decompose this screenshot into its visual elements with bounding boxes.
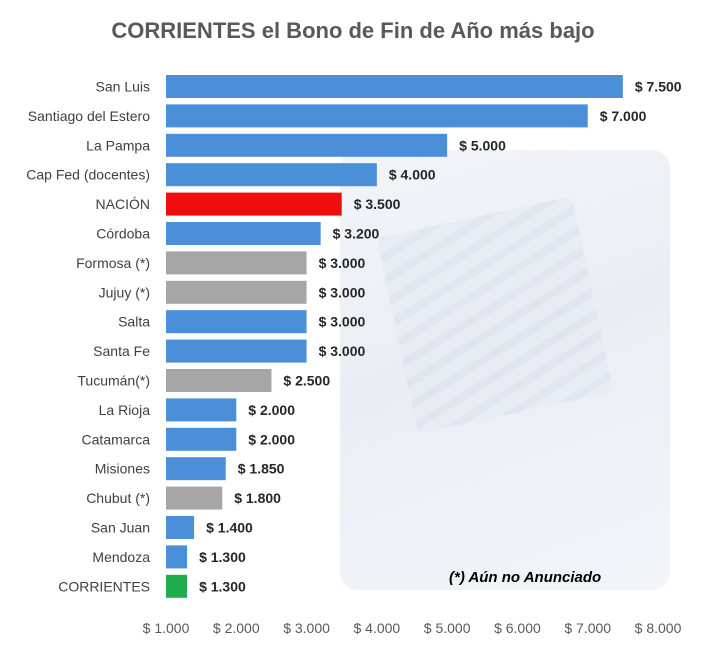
bar bbox=[166, 457, 226, 481]
x-tick-label: $ 5.000 bbox=[424, 620, 471, 636]
bar bbox=[166, 339, 307, 363]
bar bbox=[166, 516, 195, 539]
category-label: CORRIENTES bbox=[58, 578, 150, 594]
bar bbox=[166, 486, 223, 510]
x-tick-label: $ 8.000 bbox=[635, 620, 682, 636]
value-label: $ 1.800 bbox=[234, 490, 281, 506]
x-tick-label: $ 7.000 bbox=[564, 620, 611, 636]
value-label: $ 3.500 bbox=[354, 196, 401, 212]
value-label: $ 2.000 bbox=[248, 431, 295, 447]
bar bbox=[166, 104, 588, 128]
bar bbox=[166, 251, 307, 275]
category-label: Misiones bbox=[95, 461, 150, 477]
category-label: Santa Fe bbox=[93, 343, 150, 359]
category-label: Chubut (*) bbox=[86, 490, 150, 506]
value-label: $ 1.300 bbox=[199, 549, 246, 565]
category-label: La Rioja bbox=[99, 402, 151, 418]
category-label: Mendoza bbox=[92, 549, 150, 565]
bar bbox=[166, 133, 448, 157]
x-tick-label: $ 3.000 bbox=[283, 620, 330, 636]
category-label: Cap Fed (docentes) bbox=[26, 167, 150, 183]
value-label: $ 3.200 bbox=[333, 226, 380, 242]
value-label: $ 4.000 bbox=[389, 167, 436, 183]
x-tick-label: $ 2.000 bbox=[213, 620, 260, 636]
bar bbox=[166, 222, 321, 245]
value-label: $ 2.000 bbox=[248, 402, 295, 418]
value-label: $ 2.500 bbox=[283, 373, 330, 389]
value-label: $ 7.500 bbox=[635, 79, 682, 95]
bar bbox=[166, 574, 188, 598]
category-label: Salta bbox=[118, 314, 150, 330]
value-label: $ 5.000 bbox=[459, 137, 506, 153]
category-label: Tucumán(*) bbox=[77, 373, 150, 389]
category-label: NACIÓN bbox=[96, 196, 150, 212]
bar bbox=[166, 192, 342, 216]
bar bbox=[166, 369, 272, 392]
category-label: Formosa (*) bbox=[76, 255, 150, 271]
value-label: $ 1.400 bbox=[206, 520, 253, 536]
category-label: San Luis bbox=[96, 79, 150, 95]
value-label: $ 1.300 bbox=[199, 578, 246, 594]
category-label: La Pampa bbox=[86, 137, 150, 153]
bar bbox=[166, 280, 307, 304]
value-label: $ 3.000 bbox=[319, 343, 366, 359]
bar bbox=[166, 75, 623, 98]
value-label: $ 1.850 bbox=[238, 461, 285, 477]
value-label: $ 7.000 bbox=[600, 108, 647, 124]
bar bbox=[166, 545, 188, 569]
bar bbox=[166, 427, 237, 451]
category-label: Santiago del Estero bbox=[28, 108, 150, 124]
category-label: Jujuy (*) bbox=[99, 284, 150, 300]
chart-title: CORRIENTES el Bono de Fin de Año más baj… bbox=[111, 18, 595, 43]
category-label: Córdoba bbox=[96, 226, 150, 242]
bar bbox=[166, 310, 307, 334]
value-label: $ 3.000 bbox=[319, 284, 366, 300]
bar bbox=[166, 398, 237, 422]
category-label: San Juan bbox=[91, 520, 150, 536]
bar bbox=[166, 163, 377, 187]
value-label: $ 3.000 bbox=[319, 255, 366, 271]
x-tick-label: $ 4.000 bbox=[353, 620, 400, 636]
x-tick-label: $ 6.000 bbox=[494, 620, 541, 636]
category-label: Catamarca bbox=[82, 431, 151, 447]
footnote: (*) Aún no Anunciado bbox=[449, 569, 602, 586]
value-label: $ 3.000 bbox=[319, 314, 366, 330]
x-tick-label: $ 1.000 bbox=[143, 620, 190, 636]
